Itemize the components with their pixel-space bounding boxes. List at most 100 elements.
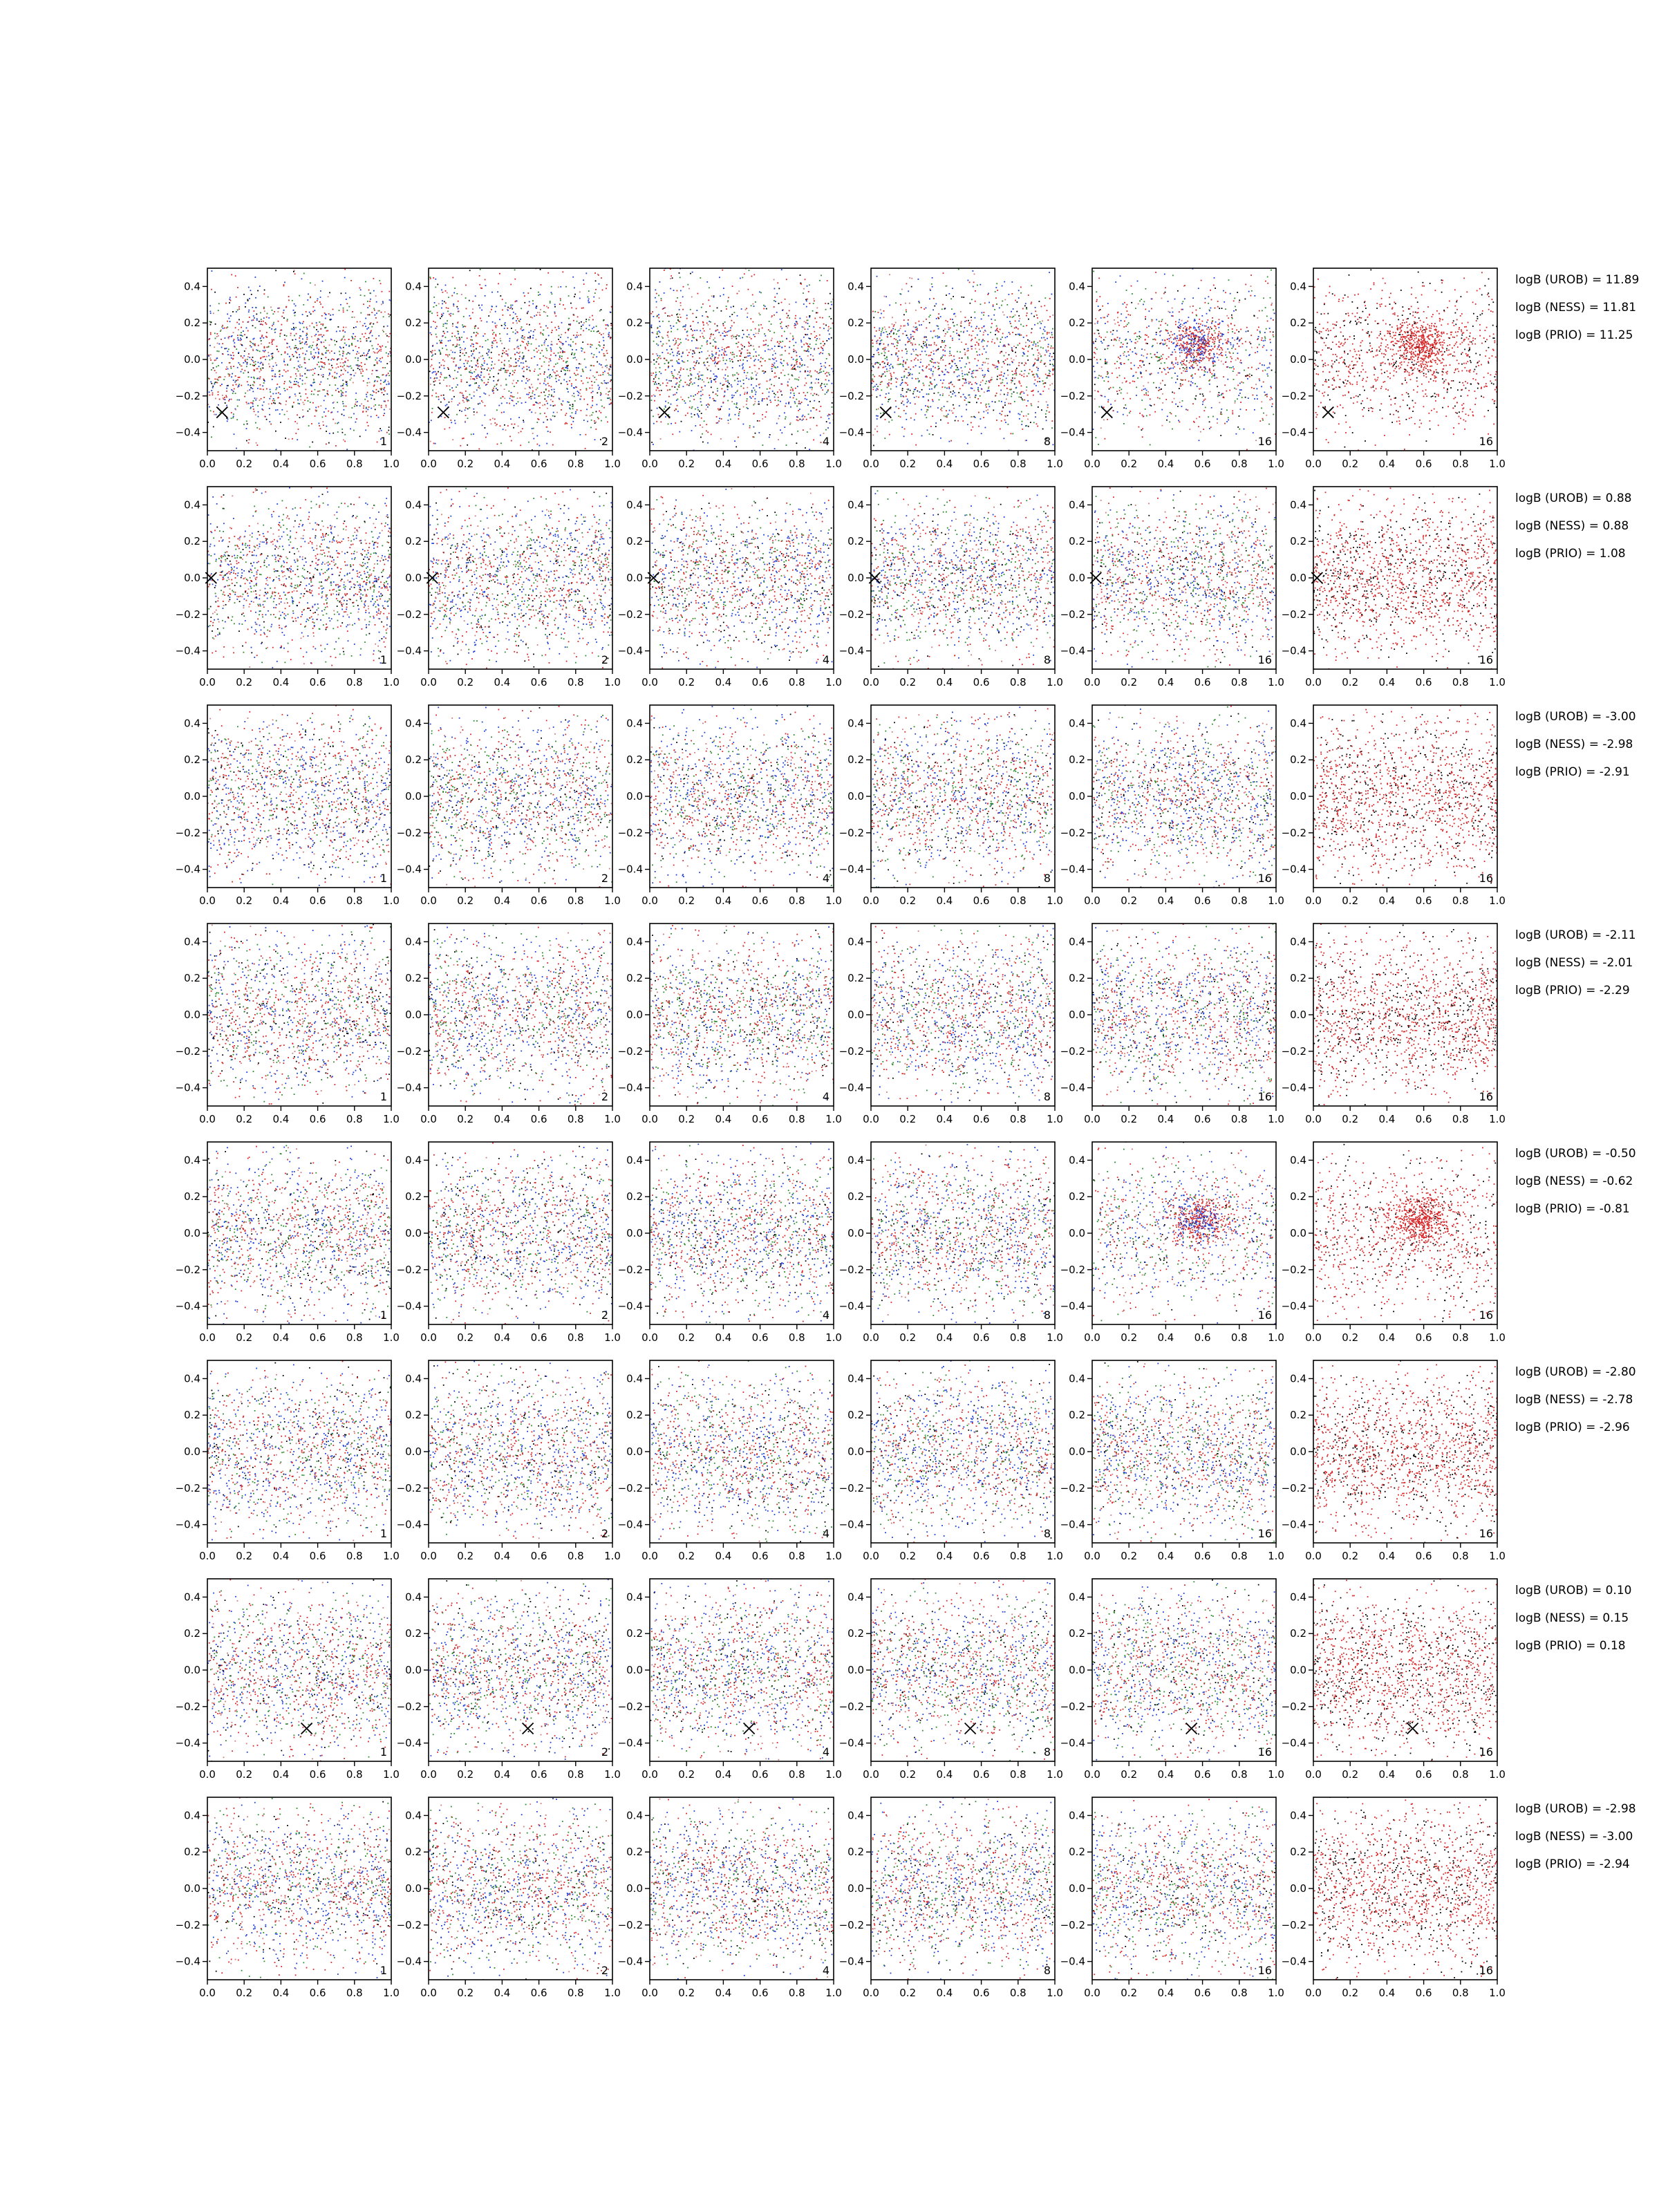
data-point <box>376 376 377 377</box>
data-point <box>552 401 554 402</box>
data-point <box>566 381 568 382</box>
data-point <box>1041 360 1042 362</box>
data-point <box>811 375 812 377</box>
data-point <box>1011 358 1012 359</box>
data-point <box>946 294 947 296</box>
data-point <box>494 332 495 333</box>
data-point <box>289 381 290 382</box>
data-point <box>686 315 688 316</box>
data-point <box>1031 403 1032 404</box>
data-point <box>678 350 679 352</box>
data-point <box>494 422 496 424</box>
data-point <box>765 339 767 341</box>
data-point <box>316 322 317 324</box>
data-point <box>368 425 369 427</box>
data-point <box>1004 262 1005 263</box>
data-point <box>702 433 703 435</box>
data-point <box>250 364 251 365</box>
data-point <box>776 405 778 406</box>
data-point <box>915 444 917 446</box>
data-point <box>679 309 680 310</box>
data-point <box>469 366 471 367</box>
data-point <box>364 364 366 365</box>
data-point <box>370 341 371 342</box>
data-point <box>209 453 210 455</box>
data-point <box>961 341 962 343</box>
data-point <box>819 317 821 318</box>
data-point <box>693 337 695 339</box>
data-point <box>668 321 670 322</box>
data-point <box>888 422 890 423</box>
data-point <box>445 354 447 355</box>
data-point <box>776 293 778 294</box>
data-point <box>830 318 832 319</box>
data-point <box>375 409 376 411</box>
data-point <box>254 317 255 319</box>
data-point <box>284 282 285 283</box>
data-point <box>672 352 673 353</box>
data-point <box>1033 422 1035 423</box>
data-point <box>471 339 473 341</box>
data-point <box>312 357 313 358</box>
data-point <box>457 371 458 373</box>
data-point <box>366 394 367 395</box>
data-point <box>816 340 817 341</box>
data-point <box>932 309 934 310</box>
data-point <box>975 301 976 302</box>
data-point <box>711 350 713 352</box>
data-point <box>344 365 345 366</box>
data-point <box>692 337 693 338</box>
data-point <box>234 433 235 435</box>
data-point <box>475 369 476 371</box>
data-point <box>898 350 899 352</box>
data-point <box>878 362 879 364</box>
data-point <box>818 348 819 349</box>
data-point <box>995 367 996 368</box>
data-point <box>248 376 250 377</box>
data-point <box>441 290 442 291</box>
data-point <box>727 389 729 391</box>
data-point <box>786 326 787 327</box>
data-point <box>1021 371 1022 372</box>
data-point <box>509 436 511 438</box>
data-point <box>298 382 299 384</box>
data-point <box>562 265 563 266</box>
data-point <box>498 283 499 285</box>
data-point <box>700 437 702 438</box>
data-point <box>809 346 810 348</box>
data-point <box>447 320 448 321</box>
data-point <box>316 345 317 346</box>
data-point <box>312 442 313 443</box>
data-point <box>236 297 237 298</box>
data-point <box>832 413 833 415</box>
data-point <box>342 330 344 332</box>
data-point <box>435 334 437 335</box>
data-point <box>881 375 883 377</box>
data-point <box>673 395 674 396</box>
data-point <box>572 421 574 422</box>
data-point <box>997 368 998 370</box>
data-point <box>365 326 366 327</box>
data-point <box>660 422 662 423</box>
data-point <box>783 360 785 362</box>
data-point <box>303 273 305 274</box>
data-point <box>723 359 724 361</box>
data-point <box>728 420 729 421</box>
data-point <box>823 366 825 367</box>
data-point <box>651 324 653 326</box>
data-point <box>583 330 584 332</box>
data-point <box>319 391 320 392</box>
data-point <box>470 339 471 341</box>
data-point <box>501 343 503 344</box>
data-point <box>269 465 270 466</box>
data-point <box>805 377 806 379</box>
data-point <box>441 395 442 396</box>
data-point <box>216 333 218 335</box>
data-point <box>825 303 826 304</box>
data-point <box>596 356 597 357</box>
data-point <box>381 303 382 305</box>
data-point <box>715 393 717 395</box>
data-point <box>476 348 477 350</box>
data-point <box>243 294 245 295</box>
data-point <box>671 404 672 405</box>
